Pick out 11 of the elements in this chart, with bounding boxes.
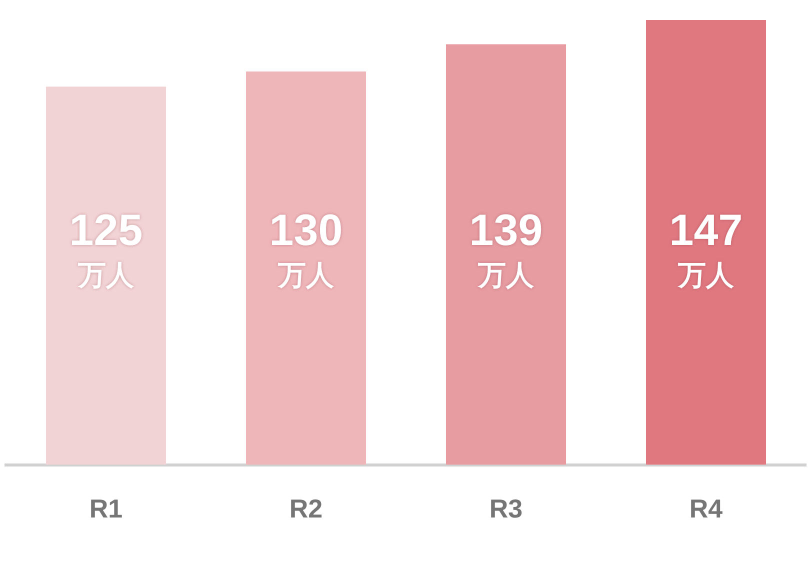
bar: [446, 44, 566, 465]
bar: [646, 20, 766, 465]
data-label: 130 万人: [269, 206, 343, 291]
x-tick-label: R1: [89, 494, 123, 524]
data-label: 147 万人: [669, 206, 743, 291]
x-tick-label: R3: [489, 494, 523, 524]
data-label: 139 万人: [469, 206, 543, 291]
bar: [246, 71, 366, 465]
x-tick-label: R4: [689, 494, 724, 524]
x-tick-label: R2: [289, 494, 323, 524]
bar: [46, 86, 166, 465]
